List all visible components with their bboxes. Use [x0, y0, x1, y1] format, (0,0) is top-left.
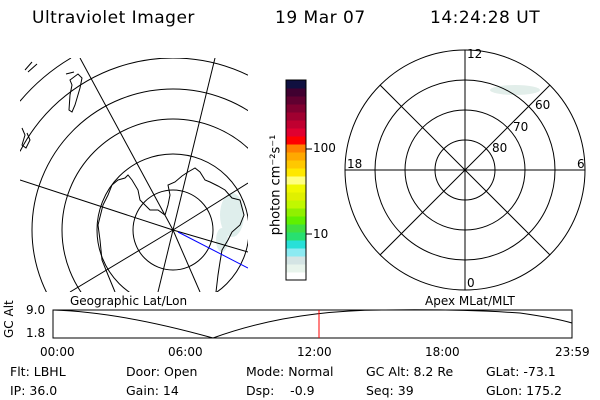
gain-info: Gain: 14: [126, 383, 179, 398]
geographic-label: Geographic Lat/Lon: [70, 294, 188, 308]
lat-circle: [132, 189, 214, 271]
dsp-info: Dsp: -0.9: [246, 383, 315, 398]
colorbar-segment: [286, 168, 306, 177]
ytick-max: 9.0: [26, 303, 46, 317]
colorbar-segment: [286, 224, 306, 233]
colorbar-segment: [286, 264, 306, 273]
xtick: 06:00: [168, 345, 203, 359]
mlat-label-80: 80: [492, 141, 508, 155]
lat-circle: [20, 58, 72, 102]
xtick: 12:00: [297, 345, 332, 359]
lon-line: [172, 229, 201, 292]
seq-info: Seq: 39: [366, 383, 414, 398]
lon-line: [157, 229, 174, 292]
mlt-label-0: 0: [467, 276, 475, 290]
colorbar-segment: [286, 128, 306, 137]
mlt-label-6: 6: [577, 157, 585, 171]
ytick-min: 1.8: [26, 326, 46, 340]
colorbar-segment: [286, 272, 306, 281]
antarctica-coastline: [97, 167, 245, 292]
colorbar-segment: [286, 152, 306, 161]
colorbar-tick-100: 100: [313, 141, 336, 155]
colorbar-segment: [286, 208, 306, 217]
lon-line: [172, 182, 248, 231]
lon-line: [20, 179, 174, 231]
mlt-line: [379, 84, 551, 256]
colorbar-segment: [286, 160, 306, 169]
mlat-label-70: 70: [513, 120, 529, 134]
filter-info: Flt: LBHL: [10, 364, 66, 379]
colorbar-segment: [286, 96, 306, 105]
lat-circle: [20, 58, 248, 152]
apex-label: Apex MLat/MLT: [425, 294, 515, 308]
colorbar-tick-10: 10: [313, 227, 329, 241]
colorbar-segment: [286, 232, 306, 241]
colorbar-segment: [286, 104, 306, 113]
mode-info: Mode: Normal: [246, 364, 334, 379]
lon-line: [69, 229, 174, 292]
ip-info: IP: 36.0: [10, 383, 58, 398]
new-zealand-coastline: [65, 71, 83, 113]
lon-line: [172, 229, 248, 253]
xtick: 23:59: [555, 345, 590, 359]
mlat-label-60: 60: [535, 98, 551, 112]
glon-info: GLon: 175.2: [486, 383, 562, 398]
colorbar-segment: [286, 88, 306, 97]
coastline-fragment: [24, 61, 38, 73]
xtick: 18:00: [425, 345, 460, 359]
colorbar-segment: [286, 176, 306, 185]
lon-line: [172, 58, 216, 231]
colorbar-segment: [286, 136, 306, 145]
colorbar-segment: [286, 192, 306, 201]
colorbar-segment: [286, 144, 306, 153]
altitude-curve: [52, 309, 573, 339]
time-label: 14:24:28 UT: [430, 8, 541, 28]
gc-alt-info: GC Alt: 8.2 Re: [366, 364, 454, 379]
date-label: 19 Mar 07: [275, 8, 366, 28]
colorbar-segment: [286, 248, 306, 257]
colorbar-segment: [286, 240, 306, 249]
instrument-title: Ultraviolet Imager: [32, 8, 195, 28]
lon-line: [79, 58, 174, 231]
colorbar-segment: [286, 216, 306, 225]
coastline-fragment: [21, 127, 31, 149]
mlt-label-18: 18: [347, 157, 363, 171]
pass-track: [177, 231, 248, 269]
xtick: 00:00: [40, 345, 75, 359]
lat-circle: [31, 88, 248, 292]
lat-circle: [96, 153, 248, 292]
aurora-glow: [490, 85, 540, 95]
colorbar-segment: [286, 80, 306, 89]
glat-info: GLat: -73.1: [486, 364, 556, 379]
mlt-label-12: 12: [467, 47, 483, 61]
door-info: Door: Open: [126, 364, 198, 379]
geographic-aurora-glow: [216, 193, 244, 252]
colorbar-segment: [286, 112, 306, 121]
colorbar-segment: [286, 184, 306, 193]
colorbar-segment: [286, 200, 306, 209]
colorbar-segment: [286, 256, 306, 265]
colorbar-segment: [286, 120, 306, 129]
lat-circle: [61, 118, 248, 292]
